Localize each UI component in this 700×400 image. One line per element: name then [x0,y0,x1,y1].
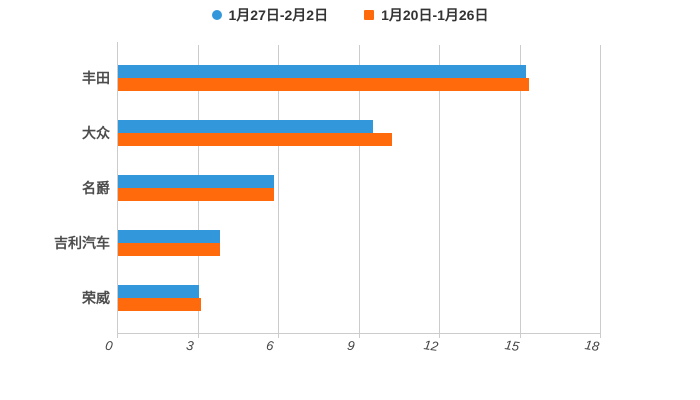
legend-label-week2: 1月27日-2月2日 [228,7,329,23]
gridline [439,45,440,333]
x-tick-label: 3 [184,337,195,354]
x-axis-tick [600,333,601,338]
x-axis-tick [278,333,279,338]
category-label: 名爵 [82,179,110,196]
x-tick-label: 12 [422,337,440,354]
bar-current-week[interactable] [118,229,220,243]
category-label: 吉利汽车 [54,234,110,251]
x-tick-label: 18 [583,337,601,354]
bar-previous-week[interactable] [118,78,529,91]
x-axis-tick [439,333,440,338]
x-tick-label: 6 [265,337,275,354]
bar-current-week[interactable] [118,174,274,188]
legend-item-week1[interactable]: 1月20日-1月26日 [364,6,488,24]
bar-previous-week[interactable] [118,242,220,256]
bar-previous-week[interactable] [118,297,202,311]
bar-current-week[interactable] [118,119,373,133]
bar-previous-week[interactable] [118,187,274,201]
bar-current-week[interactable] [118,65,526,78]
category-label: 丰田 [82,70,110,86]
legend-item-week2[interactable]: 1月27日-2月2日 [211,6,329,24]
category-label: 大众 [82,124,110,141]
x-axis-tick [358,333,360,338]
legend: 1月27日-2月2日 1月20日-1月26日 [0,6,700,24]
x-tick-label: 15 [503,337,520,354]
gridline [519,45,521,333]
bar-previous-week[interactable] [118,132,392,146]
gridline [600,45,601,333]
gridline [358,45,360,333]
x-axis-tick [197,333,199,338]
legend-label-week1: 1月20日-1月26日 [381,7,489,23]
x-tick-label: 0 [104,337,114,354]
series-1-circle-marker-icon [211,10,222,20]
y-axis-line [117,42,118,333]
category-label: 荣威 [82,289,110,306]
series-2-square-marker-icon [364,10,375,20]
gridline [278,45,279,333]
x-axis-tick [117,333,118,338]
x-axis-tick [519,333,521,338]
bar-current-week[interactable] [118,284,199,298]
x-tick-label: 9 [345,337,356,354]
